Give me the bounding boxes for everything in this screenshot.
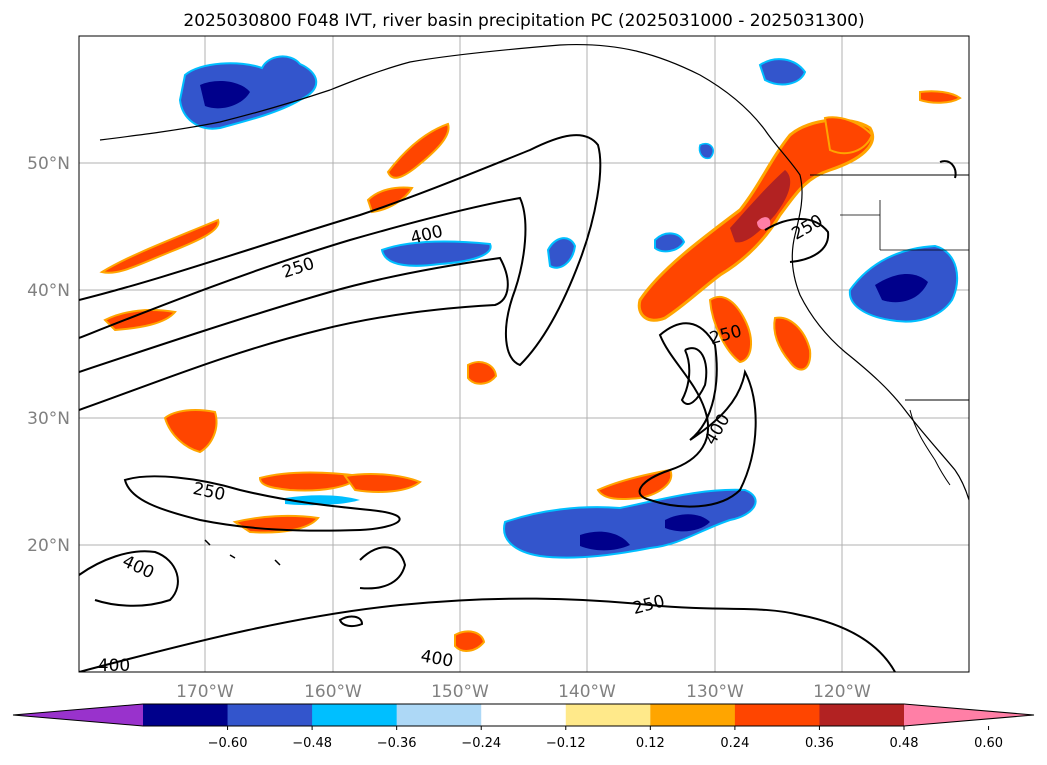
colorbar-tick-label: 0.12 [636,736,665,751]
coastline-baja [909,409,951,486]
colorbar-tick-label: 0.48 [890,736,919,751]
state-borders [840,200,969,251]
pc-area-small-warm-b [454,630,486,652]
colorbar-tick-label: 0.60 [974,736,1003,751]
colorbar-tick-label: −0.12 [546,736,586,751]
colorbar-segment [227,704,313,726]
latitude-labels: 50°N 40°N 30°N 20°N [27,154,70,556]
colorbar-segment [312,704,398,726]
pc-area-mid-pacific [546,237,577,269]
colorbar-tick-label: −0.36 [377,736,417,751]
colorbar-extension-min [13,704,143,726]
contour-label: 400 [98,656,130,676]
contour-250-subtropic [123,475,401,532]
coastline-pacific [99,43,969,501]
map-frame [78,35,970,673]
colorbar-tick-label: −0.60 [208,736,248,751]
pc-area-gulf-alaska [758,58,807,86]
contour-250-coast [764,218,830,263]
lon-label: 170°W [176,682,234,702]
contour-ar-inner [680,347,708,405]
pc-area-north-band-b [366,186,414,214]
pc-area-aleutian-core [200,80,250,109]
contour-ar-hook [638,322,757,508]
pc-area-ar-core [730,170,791,243]
map-content: 250 400 250 250 400 250 400 250 400 400 [79,36,969,676]
colorbar-tick-label: 0.24 [720,736,749,751]
pc-area-subtropical-core-b [665,514,710,532]
pc-area-small-a [654,232,686,253]
pc-area-hawaii-north [163,409,218,454]
colorbar-tick-label: 0.36 [805,736,834,751]
pc-area-north-band [386,122,450,179]
pc-area-offshore-a [708,295,752,364]
pc-area-small-warm-c [919,90,962,104]
pc-area-small-c [698,143,714,160]
contour-small-a [359,546,407,590]
pc-area-subtropic-b [343,473,422,493]
pc-area-great-basin-core [875,274,928,303]
colorbar-segment [734,704,820,726]
lat-label: 40°N [27,281,70,301]
figure-title: 2025030800 F048 IVT, river basin precipi… [183,11,864,31]
lon-label: 130°W [686,682,744,702]
contour-small-c [939,160,957,179]
pc-area-subtropic-a [258,471,362,492]
colorbar-segment [565,704,651,726]
longitude-labels: 170°W 160°W 150°W 140°W 130°W 120°W [176,682,871,702]
lon-label: 120°W [813,682,871,702]
lon-label: 140°W [558,682,616,702]
contour-400-north [79,256,509,411]
pc-area-small-warm-a [467,361,498,385]
lat-label: 30°N [27,409,70,429]
pc-area-central-pacific [380,240,492,267]
colorbar-outline [12,703,1035,727]
pc-area-bc-coast [823,116,874,155]
coastline-hawaii [204,539,281,566]
colorbar: −0.60 −0.48 −0.36 −0.24 −0.12 0.12 0.24 0.36 0.4… [12,703,1035,751]
colorbar-segment [819,704,905,726]
coastlines [99,43,969,566]
pc-area-west-band-b [103,309,177,332]
colorbar-tick-label: −0.24 [461,736,501,751]
map-panel: 250 400 250 250 400 250 400 250 400 400 … [27,35,970,702]
colorbar-segment [481,704,567,726]
contour-400-sw [79,550,179,607]
pc-area-west-band-a [99,218,220,274]
pc-area-ar-peak [757,217,771,230]
pc-area-offshore-b [773,316,812,371]
colorbar-extension-max [904,704,1034,726]
lat-label: 50°N [27,154,70,174]
contour-250-north [79,134,602,367]
pc-area-subtropical-core-a [580,531,630,551]
colorbar-tick-label: −0.48 [292,736,332,751]
graticule [79,36,969,672]
colorbar-segment [143,704,229,726]
lon-label: 150°W [431,682,489,702]
lon-label: 160°W [304,682,362,702]
contour-small-b [338,615,364,628]
contour-250-south [79,597,896,672]
colorbar-segment [396,704,482,726]
ivt-contours [79,134,957,672]
lat-label: 20°N [27,536,70,556]
colorbar-segment [650,704,736,726]
